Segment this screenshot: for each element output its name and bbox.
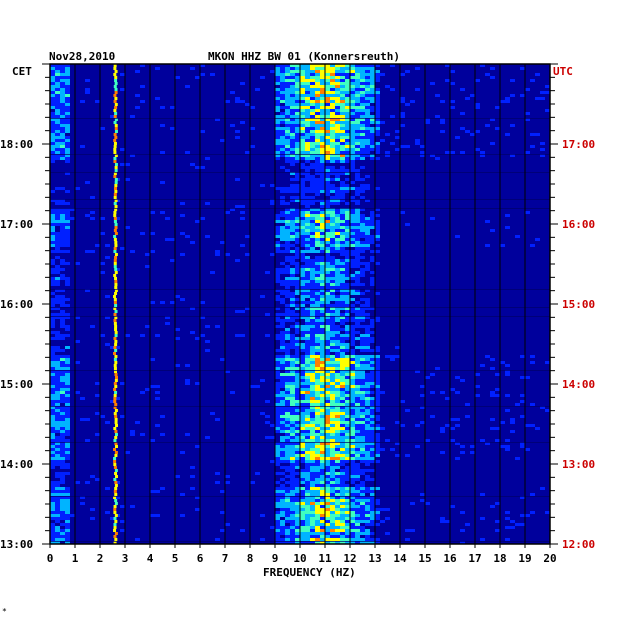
x-tick-label: 11: [318, 552, 332, 565]
right-axis-label: UTC: [553, 65, 573, 78]
x-tick-label: 3: [122, 552, 129, 565]
x-tick-label: 12: [343, 552, 356, 565]
right-tick-label: 13:00: [562, 458, 595, 471]
x-tick-label: 7: [222, 552, 229, 565]
x-tick-label: 1: [72, 552, 79, 565]
chart-title: MKON HHZ BW 01 (Konnersreuth): [208, 50, 400, 63]
x-tick-label: 9: [272, 552, 279, 565]
right-tick-label: 16:00: [562, 218, 595, 231]
x-tick-label: 5: [172, 552, 179, 565]
x-tick-label: 4: [147, 552, 154, 565]
x-tick-label: 0: [47, 552, 54, 565]
left-tick-label: 14:00: [0, 458, 33, 471]
x-tick-label: 10: [293, 552, 306, 565]
axes: 18:00 17:00 16:00 15:00 14:00 13:00 17:00 16:00…: [0, 63, 595, 565]
left-tick-label: 15:00: [0, 378, 33, 391]
right-tick-label: 17:00: [562, 138, 595, 151]
x-tick-label: 14: [393, 552, 407, 565]
frequency-gridlines: [74, 64, 526, 544]
left-tick-label: 13:00: [0, 538, 33, 551]
left-tick-label: 16:00: [0, 298, 33, 311]
chart-date: Nov28,2010: [49, 50, 115, 63]
x-tick-label: 15: [418, 552, 431, 565]
x-axis-label: FREQUENCY (HZ): [263, 566, 356, 579]
left-tick-label: 18:00: [0, 138, 33, 151]
x-tick-label: 16: [443, 552, 457, 565]
left-tick-label: 17:00: [0, 218, 33, 231]
right-tick-label: 12:00: [562, 538, 595, 551]
x-tick-label: 13: [368, 552, 381, 565]
footer-mark: *: [2, 607, 7, 616]
right-tick-label: 15:00: [562, 298, 595, 311]
x-tick-label: 17: [468, 552, 481, 565]
right-tick-label: 14:00: [562, 378, 595, 391]
x-tick-label: 8: [247, 552, 254, 565]
x-tick-label: 20: [543, 552, 556, 565]
x-tick-label: 2: [97, 552, 104, 565]
left-axis-label: CET: [12, 65, 32, 78]
x-tick-label: 19: [518, 552, 531, 565]
x-tick-label: 18: [493, 552, 506, 565]
x-tick-label: 6: [197, 552, 204, 565]
